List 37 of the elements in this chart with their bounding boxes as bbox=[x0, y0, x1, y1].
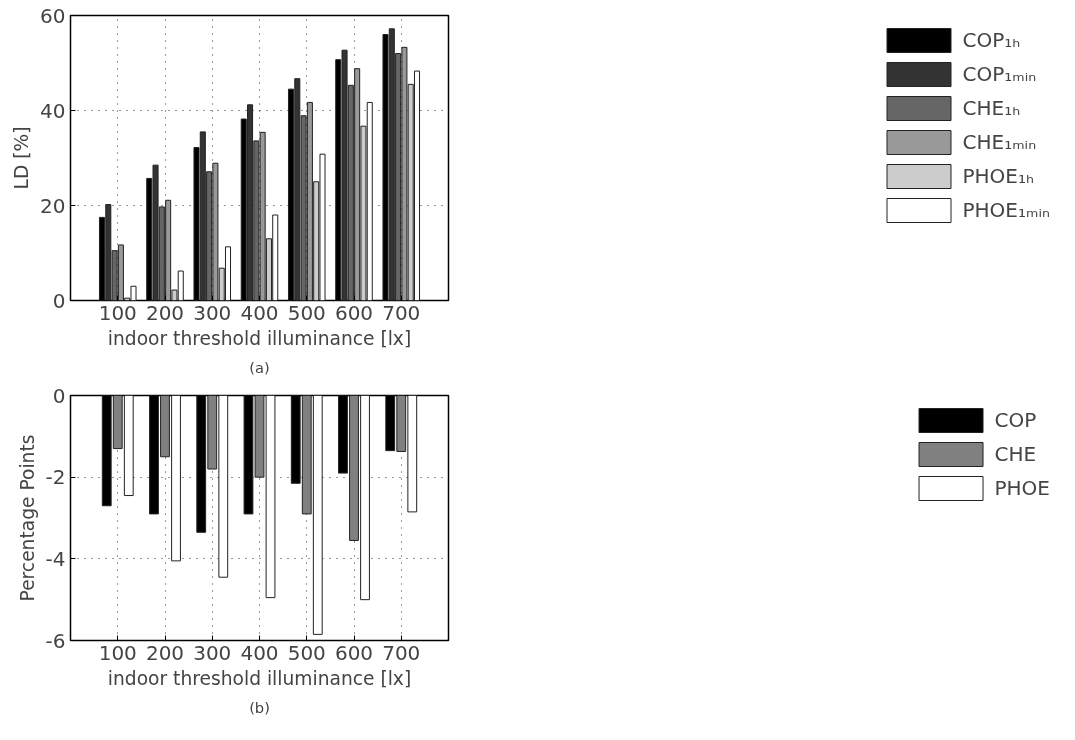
x-tick-label: 200 bbox=[145, 640, 185, 665]
legend-label: COP bbox=[994, 408, 1037, 432]
x-tick-label: 500 bbox=[287, 300, 326, 325]
x-tick-label: 300 bbox=[193, 300, 232, 325]
y-axis-title: Percentage Points bbox=[16, 434, 38, 602]
x-axis-title: indoor threshold illuminance [lx] bbox=[107, 327, 412, 349]
text: (a) bbox=[249, 358, 270, 376]
x-tick-label: 700 bbox=[382, 640, 421, 665]
y-tick-label: 40 bbox=[40, 98, 66, 123]
x-tick-label: 400 bbox=[240, 300, 279, 325]
legend-label: PHOE₁ₘᵢₙ bbox=[962, 198, 1050, 222]
legend-label: COP₁ₕ bbox=[962, 28, 1021, 52]
legend-label: COP₁ₘᵢₙ bbox=[962, 62, 1037, 86]
y-axis-title: LD [%] bbox=[11, 126, 33, 190]
x-tick-label: 300 bbox=[193, 640, 232, 665]
legend-label: PHOE bbox=[994, 476, 1050, 500]
legend-label: CHE₁ₘᵢₙ bbox=[962, 130, 1037, 154]
y-tick-label: 60 bbox=[40, 3, 66, 28]
y-tick-label: 0 bbox=[52, 383, 66, 408]
x-axis-title: indoor threshold illuminance [lx] bbox=[107, 667, 412, 689]
y-tick-label: -2 bbox=[45, 465, 66, 490]
x-tick-label: 100 bbox=[98, 300, 137, 325]
text: (b) bbox=[249, 698, 270, 716]
x-tick-label: 500 bbox=[287, 640, 326, 665]
legend-label: PHOE₁ₕ bbox=[962, 164, 1035, 188]
legend-label: CHE bbox=[994, 442, 1037, 466]
x-tick-label: 700 bbox=[382, 300, 421, 325]
legend-label: CHE₁ₕ bbox=[962, 96, 1021, 120]
x-tick-label: 600 bbox=[334, 640, 374, 665]
x-tick-label: 200 bbox=[145, 300, 185, 325]
y-tick-label: -6 bbox=[45, 628, 66, 653]
x-tick-label: 400 bbox=[240, 640, 279, 665]
x-tick-label: 100 bbox=[98, 640, 137, 665]
y-tick-label: -4 bbox=[45, 546, 66, 571]
y-tick-label: 20 bbox=[40, 193, 66, 218]
x-tick-label: 600 bbox=[334, 300, 374, 325]
y-tick-label: 0 bbox=[52, 288, 66, 313]
